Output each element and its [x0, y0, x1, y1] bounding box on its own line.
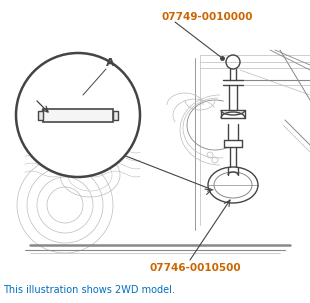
- Bar: [43, 108, 113, 122]
- Text: 07749-0010000: 07749-0010000: [162, 12, 254, 22]
- Text: A: A: [106, 58, 114, 68]
- Text: 07746-0010500: 07746-0010500: [150, 263, 241, 273]
- Bar: [113, 111, 118, 119]
- Text: This illustration shows 2WD model.: This illustration shows 2WD model.: [3, 285, 175, 295]
- Bar: [38, 111, 43, 119]
- Circle shape: [16, 53, 140, 177]
